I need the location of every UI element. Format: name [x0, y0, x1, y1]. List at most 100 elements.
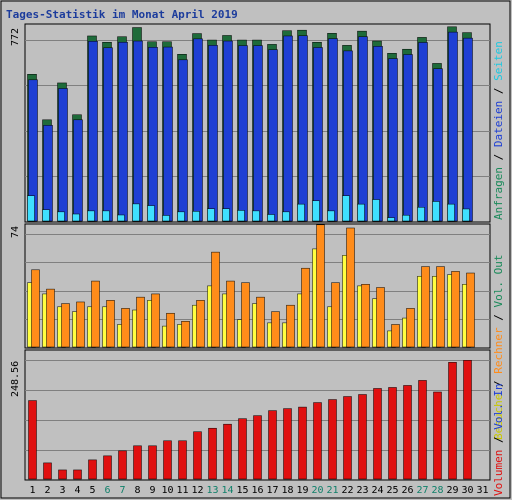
- bar-dateien: [463, 37, 473, 222]
- bar-seiten: [87, 210, 95, 222]
- bar-rechner: [151, 293, 160, 348]
- legend-bottom: Volumen / Vol. In: [492, 383, 505, 496]
- bar-dateien: [448, 31, 458, 222]
- bar-volumen: [238, 418, 247, 480]
- legend-item: Volumen: [492, 450, 505, 496]
- bar-seiten: [372, 199, 380, 222]
- bar-rechner: [166, 312, 175, 348]
- bar-seiten: [462, 208, 470, 222]
- bar-seiten: [177, 211, 185, 222]
- bar-seiten: [27, 195, 35, 222]
- x-tick-label: 7: [119, 485, 125, 496]
- legend-item: Rechner: [492, 327, 505, 374]
- x-tick-label: 16: [251, 485, 263, 496]
- bar-seiten: [72, 213, 80, 222]
- bar-seiten: [132, 203, 140, 222]
- bar-rechner: [241, 282, 250, 348]
- bar-seiten: [222, 208, 230, 222]
- x-tick-label: 17: [266, 485, 278, 496]
- bar-volumen: [403, 385, 412, 480]
- bar-dateien: [73, 119, 83, 222]
- bar-dateien: [403, 54, 413, 222]
- y-max-label-top: 772: [10, 28, 21, 46]
- bar-rechner: [61, 303, 70, 348]
- bar-volumen: [178, 440, 187, 480]
- bar-dateien: [43, 125, 53, 222]
- bar-rechner: [46, 288, 55, 348]
- x-tick-label: 24: [371, 485, 383, 496]
- bar-rechner: [211, 251, 220, 348]
- bar-volumen: [268, 410, 277, 480]
- bar-rechner: [91, 280, 100, 348]
- bar-rechner: [256, 296, 265, 348]
- legend-item: /: [492, 374, 505, 394]
- bar-seiten: [162, 215, 170, 222]
- bar-volumen: [193, 431, 202, 480]
- bar-rechner: [196, 300, 205, 348]
- bar-volumen: [73, 469, 82, 480]
- bar-seiten: [417, 207, 425, 222]
- bar-volumen: [28, 400, 37, 480]
- bar-rechner: [451, 271, 460, 348]
- legend-item: Anfragen: [492, 167, 505, 220]
- bar-dateien: [238, 45, 248, 222]
- bar-dateien: [88, 41, 98, 222]
- x-tick-label: 3: [59, 485, 65, 496]
- bar-rechner: [226, 280, 235, 348]
- bar-rechner: [436, 266, 445, 348]
- legend-item: Seiten: [492, 41, 505, 81]
- bar-dateien: [283, 35, 293, 222]
- bar-dateien: [103, 47, 113, 222]
- legend-item: Vol. Out: [492, 255, 505, 308]
- bar-seiten: [147, 205, 155, 222]
- x-tick-label: 5: [89, 485, 95, 496]
- bar-seiten: [282, 211, 290, 222]
- bar-rechner: [121, 308, 130, 348]
- x-tick-label: 29: [446, 485, 458, 496]
- bar-dateien: [358, 36, 368, 222]
- x-tick-label: 18: [281, 485, 293, 496]
- bar-rechner: [76, 301, 85, 348]
- bar-seiten: [342, 195, 350, 222]
- bar-seiten: [207, 208, 215, 222]
- x-tick-label: 2: [44, 485, 50, 496]
- bar-rechner: [346, 227, 355, 348]
- bar-seiten: [312, 200, 320, 222]
- bar-volumen: [88, 459, 97, 480]
- x-tick-label: 28: [431, 485, 443, 496]
- bar-dateien: [313, 47, 323, 222]
- bar-volumen: [58, 469, 67, 480]
- x-tick-label: 25: [386, 485, 398, 496]
- bar-dateien: [208, 45, 218, 222]
- bar-seiten: [192, 211, 200, 222]
- bar-volumen: [448, 362, 457, 480]
- legend-middle: Besuche / Rechner / Vol. Out: [492, 255, 505, 440]
- bar-seiten: [237, 210, 245, 222]
- legend-item: Besuche: [492, 394, 505, 440]
- x-tick-label: 30: [461, 485, 473, 496]
- bar-volumen: [433, 391, 442, 480]
- bar-volumen: [118, 450, 127, 480]
- bar-rechner: [466, 272, 475, 348]
- bar-seiten: [387, 217, 395, 222]
- bar-rechner: [376, 287, 385, 348]
- legend-item: /: [492, 81, 505, 101]
- bar-dateien: [118, 41, 128, 222]
- bar-volumen: [253, 415, 262, 480]
- x-tick-label: 13: [206, 485, 218, 496]
- x-tick-label: 12: [191, 485, 203, 496]
- y-max-label-middle: 74: [10, 226, 21, 238]
- bar-rechner: [301, 267, 310, 348]
- bar-seiten: [297, 203, 305, 222]
- bar-seiten: [447, 203, 455, 222]
- bar-rechner: [406, 308, 415, 348]
- bar-dateien: [328, 38, 338, 222]
- bar-rechner: [106, 300, 115, 348]
- x-tick-label: 31: [476, 485, 488, 496]
- bar-seiten: [252, 210, 260, 222]
- bar-seiten: [432, 201, 440, 222]
- bar-dateien: [133, 40, 143, 222]
